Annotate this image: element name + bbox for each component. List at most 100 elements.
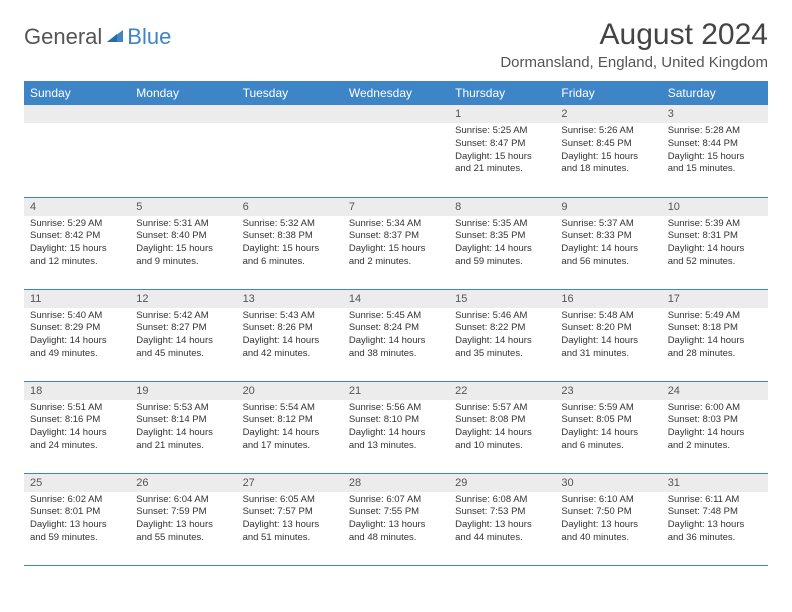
title-block: August 2024 Dormansland, England, United… [500,18,768,71]
logo-sail-icon [105,26,125,49]
calendar-day-cell: 18Sunrise: 5:51 AMSunset: 8:16 PMDayligh… [24,381,130,473]
day-details: Sunrise: 5:51 AMSunset: 8:16 PMDaylight:… [24,400,130,457]
day-number [24,105,130,123]
calendar-day-cell: 13Sunrise: 5:43 AMSunset: 8:26 PMDayligh… [237,289,343,381]
calendar-day-cell: 29Sunrise: 6:08 AMSunset: 7:53 PMDayligh… [449,473,555,565]
calendar-day-cell: 12Sunrise: 5:42 AMSunset: 8:27 PMDayligh… [130,289,236,381]
header: General Blue August 2024 Dormansland, En… [24,18,768,71]
day-number: 24 [662,382,768,400]
calendar-day-cell: 22Sunrise: 5:57 AMSunset: 8:08 PMDayligh… [449,381,555,473]
calendar-day-cell: 25Sunrise: 6:02 AMSunset: 8:01 PMDayligh… [24,473,130,565]
calendar-day-cell: 5Sunrise: 5:31 AMSunset: 8:40 PMDaylight… [130,197,236,289]
day-number: 3 [662,105,768,123]
calendar-day-cell: 1Sunrise: 5:25 AMSunset: 8:47 PMDaylight… [449,105,555,197]
calendar-day-cell: 27Sunrise: 6:05 AMSunset: 7:57 PMDayligh… [237,473,343,565]
calendar-day-cell: 11Sunrise: 5:40 AMSunset: 8:29 PMDayligh… [24,289,130,381]
day-number: 2 [555,105,661,123]
location: Dormansland, England, United Kingdom [500,54,768,71]
day-details: Sunrise: 5:29 AMSunset: 8:42 PMDaylight:… [24,216,130,273]
day-details: Sunrise: 5:37 AMSunset: 8:33 PMDaylight:… [555,216,661,273]
day-of-week-header: Wednesday [343,81,449,105]
calendar-day-cell [237,105,343,197]
calendar-day-cell [130,105,236,197]
day-number: 13 [237,290,343,308]
calendar-day-cell: 21Sunrise: 5:56 AMSunset: 8:10 PMDayligh… [343,381,449,473]
calendar-day-cell: 9Sunrise: 5:37 AMSunset: 8:33 PMDaylight… [555,197,661,289]
calendar-day-cell [24,105,130,197]
calendar-week-row: 1Sunrise: 5:25 AMSunset: 8:47 PMDaylight… [24,105,768,197]
calendar-day-cell: 7Sunrise: 5:34 AMSunset: 8:37 PMDaylight… [343,197,449,289]
calendar-day-cell: 14Sunrise: 5:45 AMSunset: 8:24 PMDayligh… [343,289,449,381]
day-details: Sunrise: 6:02 AMSunset: 8:01 PMDaylight:… [24,492,130,549]
day-details: Sunrise: 5:45 AMSunset: 8:24 PMDaylight:… [343,308,449,365]
day-number: 25 [24,474,130,492]
logo-text-blue: Blue [127,24,171,50]
day-details: Sunrise: 5:46 AMSunset: 8:22 PMDaylight:… [449,308,555,365]
day-number: 28 [343,474,449,492]
day-of-week-header: Sunday [24,81,130,105]
calendar-week-row: 4Sunrise: 5:29 AMSunset: 8:42 PMDaylight… [24,197,768,289]
day-details: Sunrise: 5:32 AMSunset: 8:38 PMDaylight:… [237,216,343,273]
day-of-week-header: Tuesday [237,81,343,105]
calendar-table: SundayMondayTuesdayWednesdayThursdayFrid… [24,81,768,566]
day-details: Sunrise: 5:59 AMSunset: 8:05 PMDaylight:… [555,400,661,457]
day-details: Sunrise: 6:10 AMSunset: 7:50 PMDaylight:… [555,492,661,549]
day-of-week-header: Thursday [449,81,555,105]
calendar-body: 1Sunrise: 5:25 AMSunset: 8:47 PMDaylight… [24,105,768,565]
day-number: 27 [237,474,343,492]
day-number: 31 [662,474,768,492]
day-details: Sunrise: 5:54 AMSunset: 8:12 PMDaylight:… [237,400,343,457]
day-details: Sunrise: 5:57 AMSunset: 8:08 PMDaylight:… [449,400,555,457]
day-details: Sunrise: 5:56 AMSunset: 8:10 PMDaylight:… [343,400,449,457]
day-number: 18 [24,382,130,400]
day-number [130,105,236,123]
day-number [343,105,449,123]
calendar-day-cell: 3Sunrise: 5:28 AMSunset: 8:44 PMDaylight… [662,105,768,197]
calendar-day-cell: 23Sunrise: 5:59 AMSunset: 8:05 PMDayligh… [555,381,661,473]
day-details: Sunrise: 5:42 AMSunset: 8:27 PMDaylight:… [130,308,236,365]
days-of-week-row: SundayMondayTuesdayWednesdayThursdayFrid… [24,81,768,105]
day-number: 11 [24,290,130,308]
logo: General Blue [24,24,171,50]
calendar-day-cell: 31Sunrise: 6:11 AMSunset: 7:48 PMDayligh… [662,473,768,565]
day-details: Sunrise: 5:49 AMSunset: 8:18 PMDaylight:… [662,308,768,365]
calendar-day-cell: 24Sunrise: 6:00 AMSunset: 8:03 PMDayligh… [662,381,768,473]
calendar-week-row: 11Sunrise: 5:40 AMSunset: 8:29 PMDayligh… [24,289,768,381]
day-number: 17 [662,290,768,308]
day-number: 15 [449,290,555,308]
calendar-day-cell: 30Sunrise: 6:10 AMSunset: 7:50 PMDayligh… [555,473,661,565]
day-number: 7 [343,198,449,216]
day-details: Sunrise: 6:08 AMSunset: 7:53 PMDaylight:… [449,492,555,549]
day-number: 19 [130,382,236,400]
day-number: 29 [449,474,555,492]
calendar-day-cell: 4Sunrise: 5:29 AMSunset: 8:42 PMDaylight… [24,197,130,289]
calendar-week-row: 25Sunrise: 6:02 AMSunset: 8:01 PMDayligh… [24,473,768,565]
day-details: Sunrise: 5:34 AMSunset: 8:37 PMDaylight:… [343,216,449,273]
day-of-week-header: Saturday [662,81,768,105]
day-number: 21 [343,382,449,400]
day-number: 8 [449,198,555,216]
calendar-page: General Blue August 2024 Dormansland, En… [0,0,792,584]
day-number: 6 [237,198,343,216]
calendar-day-cell: 28Sunrise: 6:07 AMSunset: 7:55 PMDayligh… [343,473,449,565]
calendar-day-cell: 17Sunrise: 5:49 AMSunset: 8:18 PMDayligh… [662,289,768,381]
day-of-week-header: Friday [555,81,661,105]
calendar-day-cell: 6Sunrise: 5:32 AMSunset: 8:38 PMDaylight… [237,197,343,289]
day-details: Sunrise: 6:00 AMSunset: 8:03 PMDaylight:… [662,400,768,457]
logo-text-general: General [24,24,102,50]
day-details: Sunrise: 5:31 AMSunset: 8:40 PMDaylight:… [130,216,236,273]
day-details: Sunrise: 5:35 AMSunset: 8:35 PMDaylight:… [449,216,555,273]
day-details: Sunrise: 5:39 AMSunset: 8:31 PMDaylight:… [662,216,768,273]
calendar-day-cell: 2Sunrise: 5:26 AMSunset: 8:45 PMDaylight… [555,105,661,197]
day-details: Sunrise: 6:05 AMSunset: 7:57 PMDaylight:… [237,492,343,549]
day-details: Sunrise: 5:53 AMSunset: 8:14 PMDaylight:… [130,400,236,457]
calendar-day-cell: 8Sunrise: 5:35 AMSunset: 8:35 PMDaylight… [449,197,555,289]
day-number: 12 [130,290,236,308]
month-title: August 2024 [500,18,768,52]
day-number [237,105,343,123]
calendar-week-row: 18Sunrise: 5:51 AMSunset: 8:16 PMDayligh… [24,381,768,473]
day-details: Sunrise: 5:28 AMSunset: 8:44 PMDaylight:… [662,123,768,180]
day-of-week-header: Monday [130,81,236,105]
day-number: 26 [130,474,236,492]
day-details: Sunrise: 6:04 AMSunset: 7:59 PMDaylight:… [130,492,236,549]
